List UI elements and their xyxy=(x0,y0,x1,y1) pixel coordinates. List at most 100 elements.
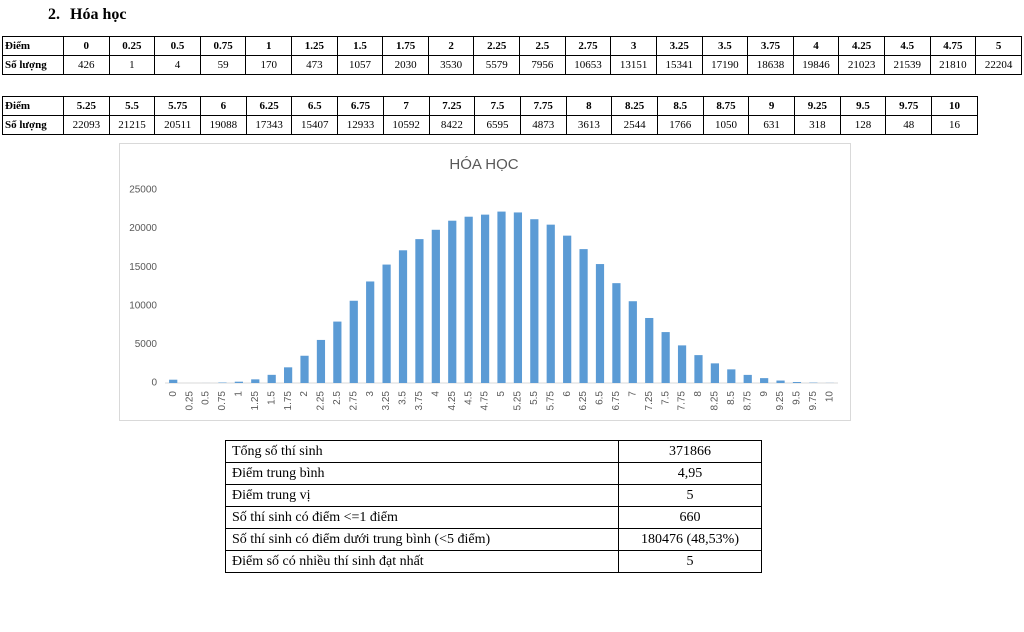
table-cell: Điểm xyxy=(2,36,64,56)
bar xyxy=(366,281,375,383)
table-cell: 21539 xyxy=(883,55,931,75)
table-cell: 1 xyxy=(108,55,156,75)
table-cell: 4 xyxy=(792,36,840,56)
table-cell: 16 xyxy=(931,115,978,135)
table-cell: 2544 xyxy=(611,115,658,135)
table-cell: 8.5 xyxy=(656,96,704,116)
table-cell: 5.75 xyxy=(154,96,202,116)
table-cell: 180476 (48,53%) xyxy=(618,528,762,551)
table-cell: 0 xyxy=(63,36,110,56)
table-row: Số lượng 22093 21215 20511 19088 17343 15407 12… xyxy=(2,115,978,135)
x-tick-label: 4.5 xyxy=(463,391,474,405)
table-cell: Số lượng xyxy=(2,115,64,135)
bar xyxy=(563,235,572,383)
table-cell: 5.25 xyxy=(63,96,110,116)
x-tick-label: 9.25 xyxy=(775,391,786,411)
x-tick-label: 0.25 xyxy=(184,391,195,411)
table-cell: Số thí sinh có điểm dưới trung bình (<5 … xyxy=(225,528,619,551)
table-cell: 2 xyxy=(427,36,475,56)
table-cell: 15341 xyxy=(655,55,703,75)
table-cell: 371866 xyxy=(618,440,762,463)
table-cell: 59 xyxy=(199,55,247,75)
table-cell: 22204 xyxy=(975,55,1022,75)
bar xyxy=(448,220,457,383)
table-cell: 5 xyxy=(618,550,762,573)
table-row: Điểm trung vị 5 xyxy=(225,484,762,507)
table-cell: Tổng số thí sinh xyxy=(225,440,619,463)
x-tick-label: 4.25 xyxy=(447,391,458,411)
bar xyxy=(382,264,391,383)
bar xyxy=(267,374,276,383)
table-cell: 3.25 xyxy=(655,36,703,56)
table-row: Số thí sinh có điểm <=1 điểm 660 xyxy=(225,506,762,529)
table-cell: 13151 xyxy=(610,55,657,75)
x-tick-label: 5.75 xyxy=(545,391,556,411)
table-cell: 12933 xyxy=(337,115,384,135)
table-row: Tổng số thí sinh 371866 xyxy=(225,440,762,463)
x-tick-label: 7.75 xyxy=(677,391,688,411)
bar xyxy=(349,300,358,383)
table-cell: 0.75 xyxy=(199,36,247,56)
table-cell: 1050 xyxy=(702,115,750,135)
table-row: Điểm số có nhiều thí sinh đạt nhất 5 xyxy=(225,550,762,573)
table-cell: 5 xyxy=(618,484,762,507)
table-cell: 3530 xyxy=(427,55,475,75)
y-tick-label: 20000 xyxy=(129,223,157,234)
x-tick-label: 5.25 xyxy=(513,391,524,411)
table-cell: 1.75 xyxy=(382,36,429,56)
y-tick-label: 10000 xyxy=(129,300,157,311)
bar xyxy=(464,216,473,383)
bar xyxy=(497,211,506,383)
table-cell: 10 xyxy=(931,96,978,116)
x-tick-label: 6.25 xyxy=(578,391,589,411)
x-tick-label: 9 xyxy=(759,391,770,397)
table-cell: 631 xyxy=(748,115,795,135)
x-tick-label: 7.25 xyxy=(644,391,655,411)
bar xyxy=(792,382,802,383)
table-cell: 6.75 xyxy=(337,96,384,116)
y-tick-label: 15000 xyxy=(129,262,157,273)
table-cell: Điểm trung bình xyxy=(225,462,619,485)
x-tick-label: 8.25 xyxy=(710,391,721,411)
x-tick-label: 0.75 xyxy=(217,391,228,411)
x-tick-label: 1 xyxy=(234,391,245,397)
chart: HÓA HỌC 0 5000 10000 15000 20000 25000 0 0.25 0.… xyxy=(119,143,851,421)
heading: 2. Hóa học xyxy=(48,6,136,24)
bar xyxy=(398,250,408,383)
bar xyxy=(546,224,555,383)
bar xyxy=(694,355,703,383)
bar xyxy=(316,339,326,383)
table-cell: Điểm số có nhiều thí sinh đạt nhất xyxy=(225,550,619,573)
table-cell: 17190 xyxy=(701,55,749,75)
table-cell: 21215 xyxy=(108,115,156,135)
table-cell: 4 xyxy=(154,55,201,75)
x-tick-label: 8.75 xyxy=(742,391,753,411)
x-tick-label: 3.75 xyxy=(414,391,425,411)
x-tick-label: 7 xyxy=(627,391,638,397)
table-cell: 9 xyxy=(748,96,795,116)
table-cell: 4.75 xyxy=(929,36,977,56)
x-tick-label: 9.75 xyxy=(808,391,819,411)
score-table-1: Điểm 0 0.25 0.5 0.75 1 1.25 1.5 1.75 2 2.25 2.5 2.75… xyxy=(2,36,1022,75)
x-tick-label: 4.75 xyxy=(480,391,491,411)
table-cell: 7.75 xyxy=(519,96,567,116)
x-tick-label: 3.5 xyxy=(398,391,409,405)
table-cell: 318 xyxy=(794,115,841,135)
bar xyxy=(760,378,769,383)
table-cell: 5.5 xyxy=(108,96,156,116)
table-row: Điểm 5.25 5.5 5.75 6 6.25 6.5 6.75 7 7.25 7.5 7.75 8… xyxy=(2,96,978,116)
table-cell: 128 xyxy=(839,115,887,135)
x-tick-label: 5.5 xyxy=(529,391,540,405)
table-row: Điểm 0 0.25 0.5 0.75 1 1.25 1.5 1.75 2 2.25 2.5 2.75… xyxy=(2,36,1022,56)
table-cell: 1057 xyxy=(336,55,384,75)
table-cell: 17343 xyxy=(245,115,293,135)
bar xyxy=(300,355,309,383)
x-tick-label: 5 xyxy=(496,391,507,397)
bar xyxy=(710,363,719,383)
bar xyxy=(284,367,293,383)
table-cell: 1.5 xyxy=(336,36,384,56)
x-tick-label: 6.5 xyxy=(595,391,606,405)
table-cell: 15407 xyxy=(291,115,339,135)
bar xyxy=(513,212,523,383)
